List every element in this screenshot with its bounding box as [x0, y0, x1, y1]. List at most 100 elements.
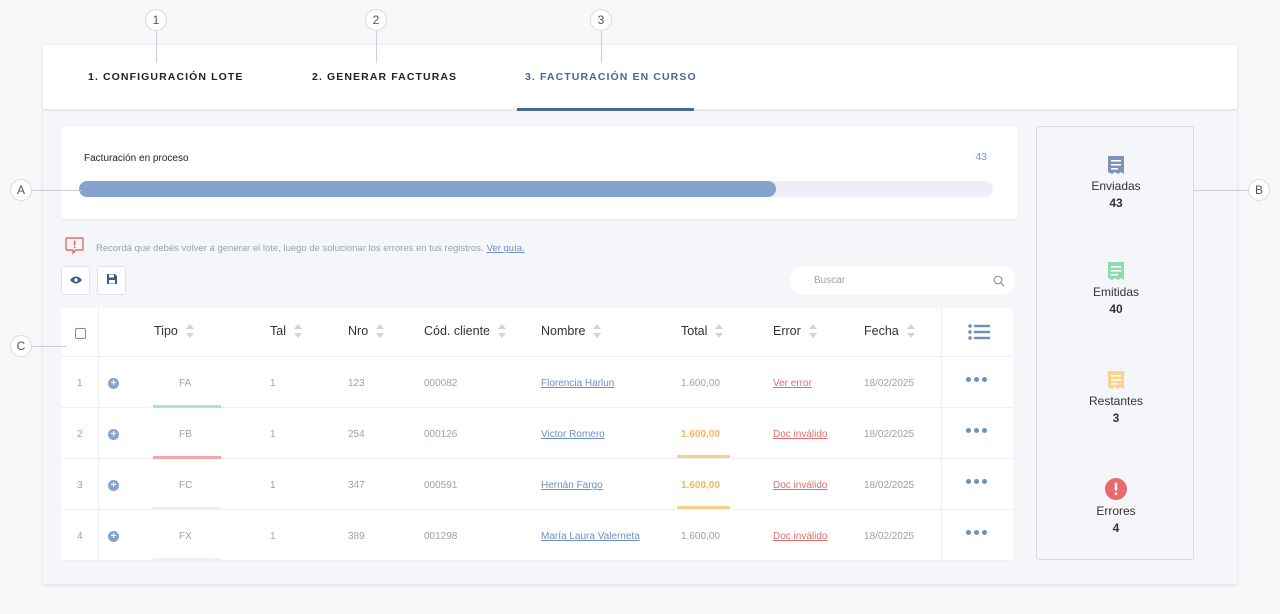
more-options-icon[interactable] [966, 479, 987, 484]
sort-icon[interactable] [906, 324, 915, 338]
active-tab-indicator [517, 108, 694, 111]
search-icon[interactable] [993, 274, 1005, 292]
error-link[interactable]: Ver error [773, 378, 812, 389]
callout-line [32, 346, 66, 347]
fecha-value: 18/02/2025 [864, 429, 915, 440]
expand-row-icon[interactable]: + [108, 378, 119, 389]
callout-b: B [1248, 179, 1270, 201]
invoices-table: Tipo Tal Nro Cód. cliente Nombre Total E… [61, 308, 1013, 561]
nombre-link[interactable]: Victor Romero [541, 429, 605, 440]
stat-value: 43 [1109, 196, 1123, 210]
sort-icon[interactable] [498, 324, 507, 338]
total-value: 1.600,00 [681, 378, 720, 389]
receipt-icon [1037, 155, 1195, 175]
guide-link[interactable]: Ver guía. [486, 243, 525, 254]
expand-row-icon[interactable]: + [108, 429, 119, 440]
receipt-icon [1037, 261, 1195, 281]
more-options-icon[interactable] [966, 377, 987, 382]
stat-errores: Errores 4 [1037, 478, 1195, 535]
progress-label: Facturación en proceso [84, 153, 189, 164]
stat-value: 3 [1112, 411, 1120, 425]
nro-value: 254 [348, 429, 365, 440]
columns-menu-icon[interactable] [968, 324, 990, 345]
table-row[interactable]: 1 + FA 1 123 000082 Florencia Harlun 1.600,00 Ve… [61, 357, 1013, 408]
cod-cliente-value: 000591 [424, 480, 458, 491]
column-header-fecha[interactable]: Fecha [864, 324, 915, 338]
total-value: 1.600,00 [681, 531, 720, 542]
select-all-checkbox[interactable] [75, 328, 86, 339]
expand-row-icon[interactable]: + [108, 531, 119, 542]
stat-emitidas: Emitidas 40 [1037, 261, 1195, 316]
search-box [790, 266, 1015, 295]
error-link[interactable]: Doc inválido [773, 531, 828, 542]
stat-label: Errores [1096, 504, 1136, 518]
total-warning-indicator [677, 455, 730, 458]
sort-icon[interactable] [293, 324, 302, 338]
warning-text: Recordá que debés volver a generar el lo… [96, 243, 484, 254]
tipo-indicator [153, 405, 221, 408]
callout-line [156, 31, 157, 63]
view-button[interactable] [61, 266, 90, 295]
table-row[interactable]: 3 + FC 1 347 000591 Hernán Fargo 1.600,00 Doc in… [61, 459, 1013, 510]
search-input[interactable] [814, 272, 984, 288]
column-header-error[interactable]: Error [773, 324, 817, 338]
nombre-link[interactable]: Hernán Fargo [541, 480, 603, 491]
more-options-icon[interactable] [966, 530, 987, 535]
progress-track [79, 181, 993, 197]
nombre-link[interactable]: Florencia Harlun [541, 378, 615, 389]
total-value: 1.600,00 [681, 480, 720, 491]
column-header-tipo[interactable]: Tipo [154, 324, 194, 338]
tipo-cell: FA [153, 357, 221, 408]
stat-value: 4 [1112, 521, 1120, 535]
stat-value: 40 [1109, 302, 1123, 316]
tipo-value: FX [179, 531, 192, 542]
stat-restantes: Restantes 3 [1037, 370, 1195, 425]
main-card: 1. CONFIGURACIÓN LOTE 2. GENERAR FACTURA… [43, 45, 1237, 584]
column-header-cod-cliente[interactable]: Cód. cliente [424, 324, 507, 338]
more-options-icon[interactable] [966, 428, 987, 433]
floppy-icon [106, 272, 118, 290]
sort-icon[interactable] [185, 324, 194, 338]
cod-cliente-value: 000126 [424, 429, 458, 440]
column-header-nro[interactable]: Nro [348, 324, 385, 338]
tipo-indicator [153, 558, 221, 561]
table-row[interactable]: 2 + FB 1 254 000126 Victor Romero 1.600,00 Doc i… [61, 408, 1013, 459]
column-header-tal[interactable]: Tal [270, 324, 302, 338]
tab-generar-facturas[interactable]: 2. GENERAR FACTURAS [312, 71, 458, 83]
row-index: 4 [77, 531, 83, 542]
error-link[interactable]: Doc inválido [773, 480, 828, 491]
row-index: 1 [77, 378, 83, 389]
tab-facturacion-en-curso[interactable]: 3. FACTURACIÓN EN CURSO [525, 71, 697, 83]
sort-icon[interactable] [715, 324, 724, 338]
tipo-indicator [153, 456, 221, 459]
warning-message: Recordá que debés volver a generar el lo… [65, 237, 525, 260]
nombre-link[interactable]: María Laura Valerneta [541, 531, 640, 542]
progress-fill [79, 181, 777, 197]
tab-configuracion-lote[interactable]: 1. CONFIGURACIÓN LOTE [88, 71, 244, 83]
callout-step-2: 2 [365, 9, 387, 31]
save-button[interactable] [97, 266, 126, 295]
expand-row-icon[interactable]: + [108, 480, 119, 491]
nro-value: 347 [348, 480, 365, 491]
tipo-cell: FC [153, 459, 221, 510]
sort-icon[interactable] [593, 324, 602, 338]
fecha-value: 18/02/2025 [864, 480, 915, 491]
callout-a: A [10, 179, 32, 201]
sort-icon[interactable] [808, 324, 817, 338]
table-row[interactable]: 4 + FX 1 389 001298 María Laura Valerneta 1.600… [61, 510, 1013, 561]
step-tabs: 1. CONFIGURACIÓN LOTE 2. GENERAR FACTURA… [43, 45, 1237, 111]
column-header-total[interactable]: Total [681, 324, 724, 338]
alert-circle-icon [1037, 478, 1195, 500]
error-link[interactable]: Doc inválido [773, 429, 828, 440]
callout-line [601, 31, 602, 63]
column-header-nombre[interactable]: Nombre [541, 324, 602, 338]
fecha-value: 18/02/2025 [864, 531, 915, 542]
sort-icon[interactable] [376, 324, 385, 338]
alert-bubble-icon [65, 237, 84, 260]
receipt-icon [1037, 370, 1195, 390]
tipo-cell: FX [153, 510, 221, 561]
callout-line [376, 31, 377, 63]
nro-value: 123 [348, 378, 365, 389]
tipo-value: FC [179, 480, 193, 491]
nro-value: 389 [348, 531, 365, 542]
